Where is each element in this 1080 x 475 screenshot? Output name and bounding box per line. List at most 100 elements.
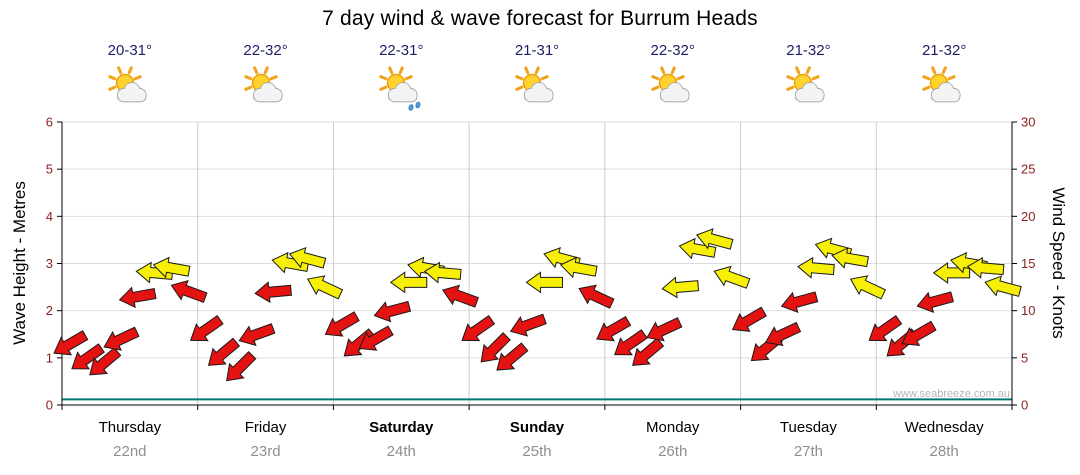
- cloud-icon: [388, 82, 418, 103]
- day-name: Monday: [646, 419, 700, 436]
- cloud-icon: [523, 82, 554, 103]
- wind-arrow: [53, 330, 89, 356]
- wind-arrow: [632, 337, 665, 366]
- wind-arrow: [103, 326, 140, 351]
- watermark: www.seabreeze.com.au: [893, 388, 1010, 400]
- wind-arrow: [480, 332, 511, 363]
- wind-arrow: [831, 247, 870, 269]
- wind-arrow: [423, 261, 462, 284]
- day-temps: 22-32°: [243, 42, 288, 59]
- wind-arrow: [226, 351, 257, 382]
- wind-arrow: [984, 275, 1022, 297]
- day-name: Thursday: [98, 419, 162, 436]
- wind-arrow: [614, 329, 648, 356]
- day-temps: 20-31°: [107, 42, 153, 59]
- wind-arrow: [525, 271, 563, 294]
- wind-arrow: [496, 342, 529, 371]
- cloud-icon: [116, 82, 147, 103]
- sun-cloud-icon: [515, 66, 554, 103]
- cloud-icon: [931, 82, 961, 103]
- cloud-icon: [795, 82, 825, 103]
- left-tick-label: 0: [46, 398, 53, 413]
- day-temps: 21-31°: [514, 42, 560, 59]
- wind-arrow: [764, 321, 802, 347]
- day-date: 27th: [793, 443, 824, 460]
- day-name: Friday: [244, 419, 287, 436]
- day-name: Sunday: [509, 419, 565, 436]
- day-date: 22nd: [113, 443, 147, 460]
- sun-cloud-icon: [786, 66, 825, 103]
- left-tick-label: 6: [46, 115, 53, 130]
- wind-arrow: [559, 256, 598, 279]
- wind-arrow: [678, 237, 717, 260]
- day-temps: 21-32°: [921, 42, 967, 59]
- wind-arrow: [152, 256, 191, 279]
- wind-arrow: [797, 256, 835, 279]
- day-date: 23rd: [250, 443, 281, 460]
- wind-arrow: [358, 325, 394, 351]
- wind-arrow: [578, 284, 615, 309]
- wind-arrow: [207, 337, 241, 366]
- right-tick-label: 25: [1021, 162, 1035, 177]
- wind-arrow: [89, 347, 122, 376]
- day-temps: 22-31°: [379, 42, 424, 59]
- wind-arrow: [849, 275, 886, 300]
- wind-arrow: [373, 300, 412, 323]
- wind-arrow: [288, 247, 327, 269]
- sun-cloud-icon: [922, 66, 961, 103]
- wind-arrow: [901, 320, 937, 347]
- day-date: 24th: [386, 443, 416, 460]
- rain-icon: [408, 101, 421, 111]
- wind-arrow: [966, 256, 1005, 279]
- right-tick-label: 30: [1021, 115, 1035, 130]
- wind-arrow: [170, 279, 208, 303]
- cloud-icon: [252, 82, 283, 103]
- wind-arrow: [461, 314, 496, 342]
- sun-cloud-icon: [108, 66, 147, 103]
- wind-arrow: [695, 228, 734, 250]
- right-tick-label: 0: [1021, 398, 1028, 413]
- wind-arrow: [324, 311, 360, 337]
- wind-arrow: [389, 271, 428, 294]
- day-date: 28th: [929, 443, 959, 460]
- right-tick-label: 20: [1021, 209, 1035, 224]
- right-tick-label: 15: [1021, 256, 1035, 271]
- day-date: 25th: [522, 443, 552, 460]
- sun-cloud-icon: [650, 66, 690, 103]
- left-tick-label: 1: [46, 350, 53, 365]
- wind-arrow: [713, 265, 751, 289]
- day-name: Wednesday: [904, 419, 984, 436]
- day-date: 26th: [658, 443, 688, 460]
- wind-arrow: [780, 291, 819, 313]
- wind-arrow: [306, 275, 344, 300]
- day-temps: 21-32°: [786, 42, 831, 59]
- left-tick-label: 5: [46, 162, 53, 177]
- left-tick-label: 4: [46, 209, 53, 224]
- left-tick-label: 3: [46, 256, 53, 271]
- wind-arrow: [509, 313, 547, 337]
- right-tick-label: 5: [1021, 350, 1028, 365]
- wind-arrow: [731, 306, 767, 332]
- wind-arrow: [118, 286, 157, 309]
- wind-arrow: [254, 281, 292, 304]
- right-tick-label: 10: [1021, 303, 1035, 318]
- chart-title: 7 day wind & wave forecast for Burrum He…: [322, 7, 758, 30]
- left-tick-label: 2: [46, 303, 53, 318]
- cloud-icon: [659, 82, 690, 103]
- wind-arrow: [661, 276, 700, 299]
- sun-cloud-rain-icon: [379, 66, 421, 111]
- day-temps: 22-32°: [650, 42, 695, 59]
- wind-arrow: [238, 323, 276, 347]
- wind-arrow: [441, 284, 479, 308]
- wind-arrow: [646, 317, 683, 342]
- wind-arrow: [596, 316, 632, 342]
- wind-arrow: [189, 314, 224, 342]
- sun-cloud-icon: [243, 66, 283, 103]
- wind-arrow: [916, 291, 954, 313]
- day-name: Saturday: [369, 419, 434, 436]
- wind-arrow: [868, 314, 903, 342]
- wind-arrow: [71, 343, 105, 370]
- day-name: Tuesday: [779, 419, 837, 436]
